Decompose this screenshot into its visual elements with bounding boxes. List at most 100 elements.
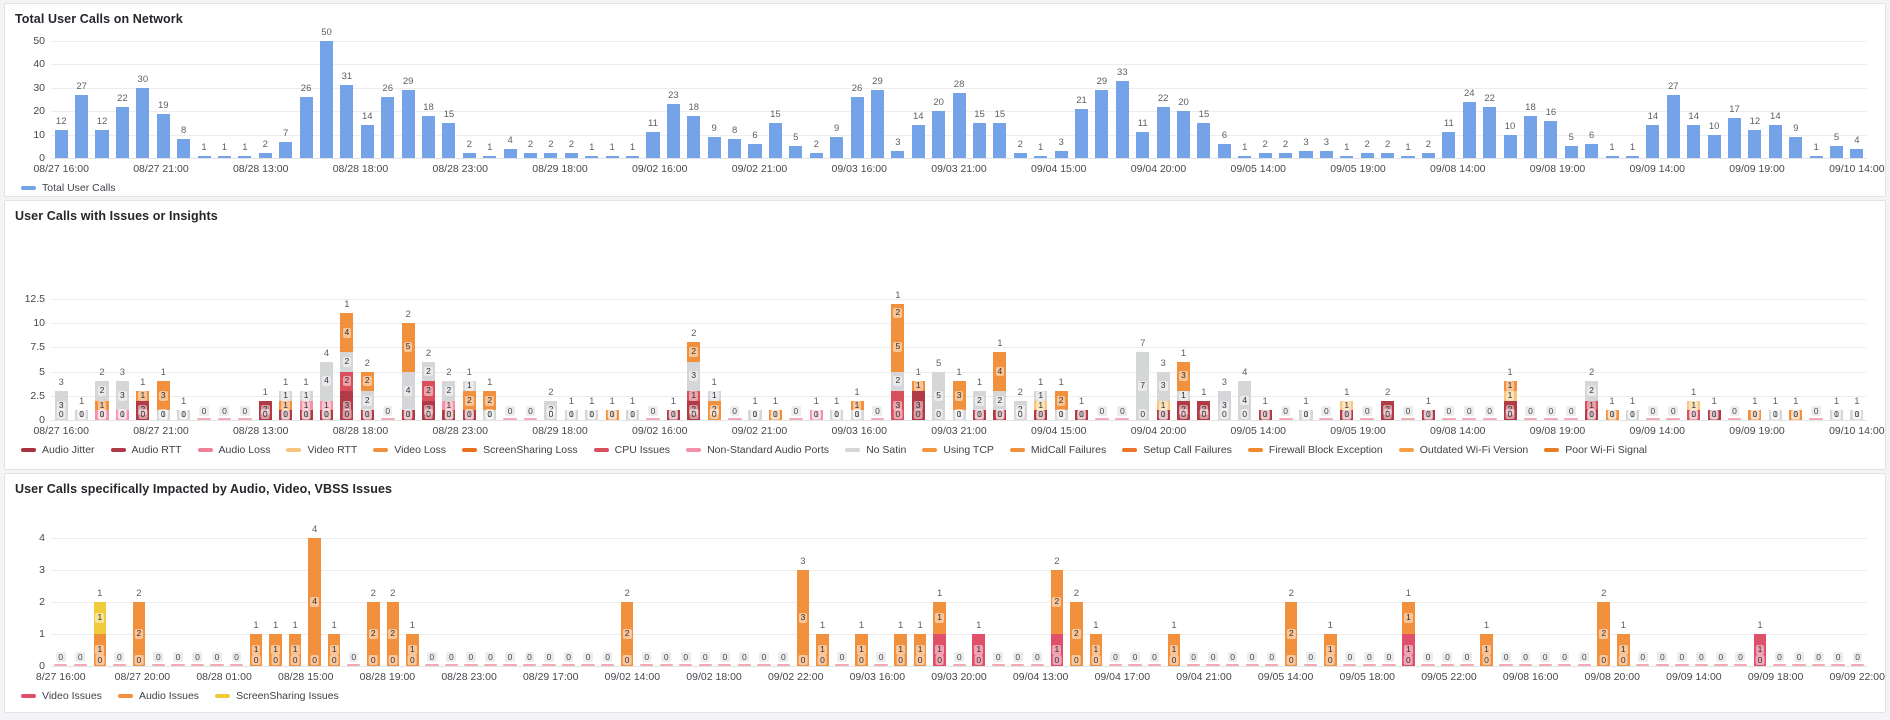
- zero-bar[interactable]: 0: [442, 506, 462, 666]
- zero-bar[interactable]: 0: [1653, 506, 1673, 666]
- zero-bar[interactable]: 0: [774, 506, 794, 666]
- bar[interactable]: 101: [1071, 235, 1091, 421]
- bar[interactable]: 3 2 5 2 0 1: [888, 235, 908, 420]
- legend-item[interactable]: Audio Loss: [197, 444, 270, 456]
- bar[interactable]: 2: [1377, 34, 1397, 158]
- bar[interactable]: 20: [928, 34, 948, 158]
- bar[interactable]: 101: [1704, 235, 1724, 421]
- bar[interactable]: 101: [663, 235, 683, 421]
- bar[interactable]: 101: [1745, 235, 1765, 421]
- bar[interactable]: 26: [847, 34, 867, 158]
- zero-bar[interactable]: 0: [1520, 235, 1540, 420]
- bar[interactable]: 10: [1500, 34, 1520, 158]
- bar[interactable]: 101: [765, 235, 785, 421]
- zero-bar[interactable]: 0: [1555, 506, 1575, 666]
- bar[interactable]: 5: [1826, 34, 1846, 158]
- zero-bar[interactable]: 0: [1828, 506, 1848, 666]
- legend-item[interactable]: Audio Jitter: [21, 444, 95, 456]
- bar[interactable]: 6: [745, 34, 765, 158]
- bar[interactable]: 120 1: [969, 235, 989, 421]
- legend-item[interactable]: Video Issues: [21, 690, 102, 702]
- bar[interactable]: 22: [1479, 34, 1499, 158]
- zero-bar[interactable]: 0: [1459, 235, 1479, 420]
- zero-bar[interactable]: 0: [1357, 235, 1377, 420]
- legend-item[interactable]: Audio Issues: [117, 690, 199, 702]
- bar[interactable]: 3 2 2 4 0 1: [337, 235, 357, 420]
- zero-bar[interactable]: 0: [1106, 506, 1126, 666]
- bar[interactable]: 120 1: [1051, 235, 1071, 421]
- zero-bar[interactable]: 0: [559, 506, 579, 666]
- bar[interactable]: 2: [1010, 34, 1030, 158]
- zero-bar[interactable]: 0: [1806, 235, 1826, 420]
- bar[interactable]: 2: [255, 34, 275, 158]
- legend-item[interactable]: Outdated Wi-Fi Version: [1398, 444, 1528, 456]
- bar[interactable]: 101: [1255, 235, 1275, 421]
- zero-bar[interactable]: 0: [1731, 506, 1751, 666]
- bar[interactable]: 1: [582, 34, 602, 158]
- bar[interactable]: 14: [1684, 34, 1704, 158]
- bar[interactable]: 101: [1418, 235, 1438, 421]
- legend-item[interactable]: ScreenSharing Issues: [215, 690, 339, 702]
- bar[interactable]: 3: [1051, 34, 1071, 158]
- zero-bar[interactable]: 0: [1809, 506, 1829, 666]
- bar[interactable]: 22: [1153, 34, 1173, 158]
- bar[interactable]: 12101: [459, 235, 479, 421]
- bar[interactable]: 14: [1643, 34, 1663, 158]
- bar[interactable]: 101: [1296, 235, 1316, 421]
- bar[interactable]: 20 1: [1194, 235, 1214, 420]
- zero-bar[interactable]: 0: [1496, 506, 1516, 666]
- bar[interactable]: 33: [1112, 34, 1132, 158]
- zero-bar[interactable]: 0: [786, 235, 806, 420]
- bar[interactable]: 14: [1765, 34, 1785, 158]
- zero-bar[interactable]: 0: [1418, 506, 1438, 666]
- bar[interactable]: 101: [561, 235, 581, 421]
- legend-item[interactable]: Video Loss: [373, 444, 446, 456]
- legend-item[interactable]: Audio RTT: [110, 444, 182, 456]
- zero-bar[interactable]: 0: [1125, 506, 1145, 666]
- bar[interactable]: 8: [724, 34, 744, 158]
- legend-item[interactable]: Setup Call Failures: [1122, 444, 1232, 456]
- bar[interactable]: 1: [622, 34, 642, 158]
- zero-bar[interactable]: 0: [1692, 506, 1712, 666]
- zero-bar[interactable]: 0: [871, 506, 891, 666]
- bar[interactable]: 12: [92, 34, 112, 158]
- bar[interactable]: 101: [1622, 235, 1642, 421]
- bar[interactable]: 3: [1316, 34, 1336, 158]
- zero-bar[interactable]: 0: [1398, 235, 1418, 420]
- bar[interactable]: 2: [806, 34, 826, 158]
- zero-bar[interactable]: 0: [867, 235, 887, 420]
- zero-bar[interactable]: 0: [1574, 506, 1594, 666]
- bar[interactable]: 26: [378, 34, 398, 158]
- zero-bar[interactable]: 0: [378, 235, 398, 420]
- zero-bar[interactable]: 0: [110, 506, 130, 666]
- bar[interactable]: 50: [316, 27, 336, 158]
- zero-bar[interactable]: 0: [1242, 506, 1262, 666]
- zero-bar[interactable]: 0: [188, 506, 208, 666]
- legend-item[interactable]: Total User Calls: [21, 182, 116, 194]
- bar[interactable]: 2: [541, 34, 561, 158]
- bar[interactable]: 6: [1214, 34, 1234, 158]
- zero-bar[interactable]: 0: [1789, 506, 1809, 666]
- bar[interactable]: 101: [602, 235, 622, 421]
